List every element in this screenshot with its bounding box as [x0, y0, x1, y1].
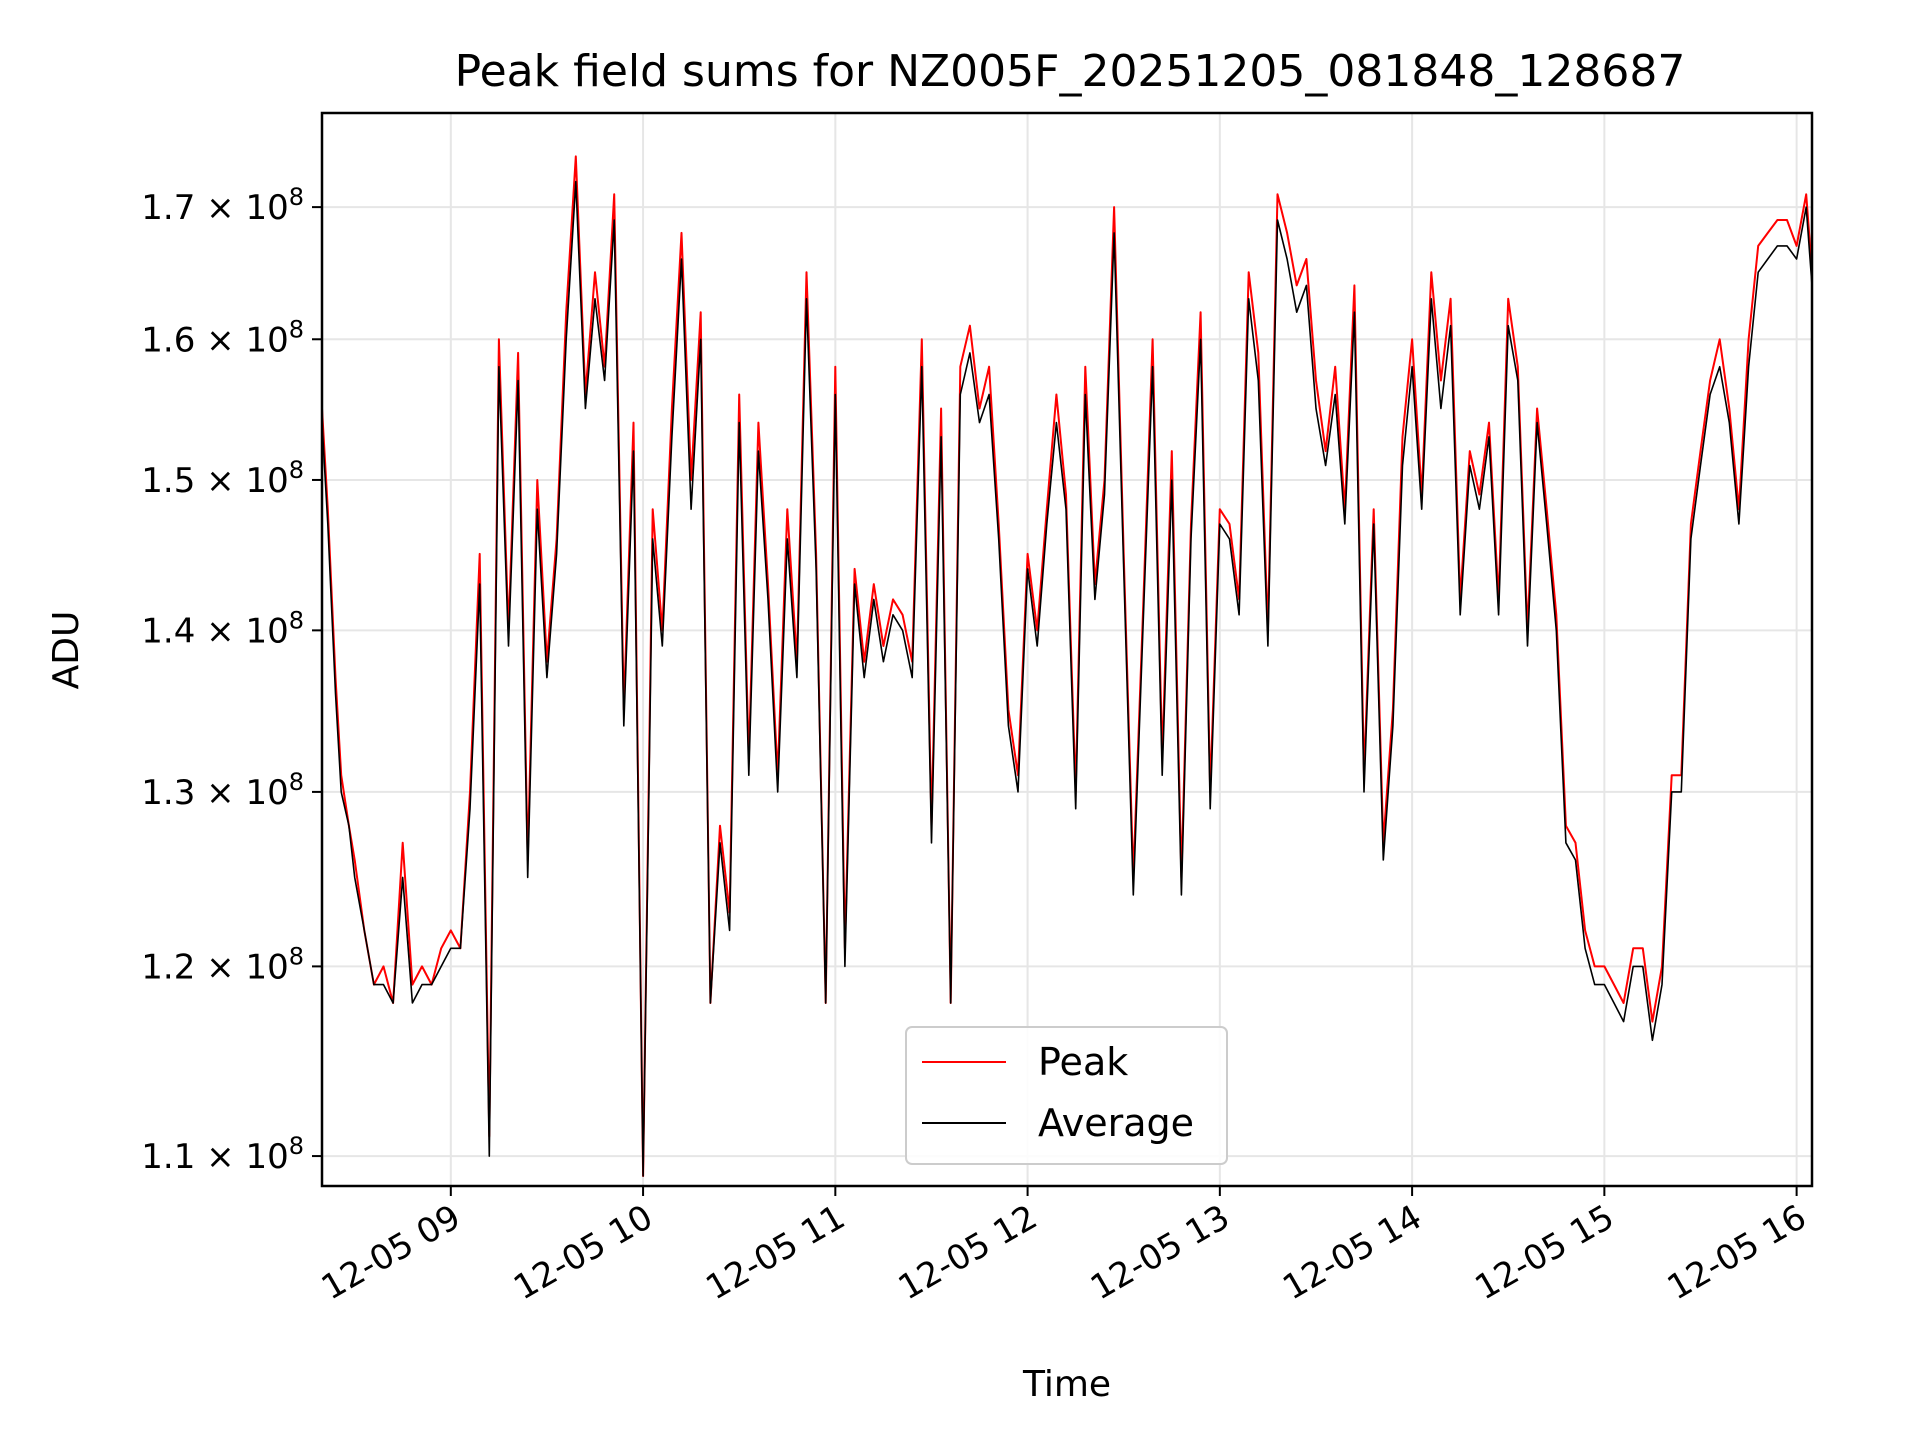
series-layer [321, 155, 1813, 1177]
x-tick-label: 12-05 15 [1468, 1197, 1620, 1308]
series-line-average [321, 180, 1813, 1177]
chart-title: Peak field sums for NZ005F_20251205_0818… [455, 46, 1686, 97]
x-axis-label: Time [1022, 1364, 1111, 1405]
y-gridlines [322, 206, 1812, 1158]
x-tick-label: 12-05 14 [1276, 1197, 1428, 1308]
x-tick-label: 12-05 09 [315, 1197, 467, 1308]
x-gridlines [449, 113, 1798, 1186]
x-tick-label: 12-05 10 [507, 1197, 659, 1308]
y-tick-label: 1.1 × 108 [141, 1132, 304, 1177]
x-tick-label: 12-05 16 [1661, 1197, 1813, 1308]
x-tick-label: 12-05 12 [892, 1197, 1044, 1308]
y-axis-label: ADU [46, 611, 87, 690]
y-axis-ticks: 1.1 × 108 1.2 × 108 1.3 × 108 1.4 × 108 1.5 … [141, 183, 322, 1177]
y-tick-label: 1.7 × 108 [141, 183, 304, 228]
y-tick-label: 1.3 × 108 [141, 768, 304, 813]
x-tick-label: 12-05 11 [699, 1197, 851, 1308]
y-tick-label: 1.5 × 108 [141, 456, 304, 501]
legend: Peak Average [905, 1026, 1228, 1165]
y-tick-label: 1.4 × 108 [141, 606, 304, 651]
y-tick-label: 1.2 × 108 [141, 942, 304, 987]
y-tick-label: 1.6 × 108 [141, 315, 304, 360]
x-axis-ticks: 12-05 09 12-05 10 12-05 11 12-05 12 12-05 13… [315, 1186, 1813, 1308]
x-tick-label: 12-05 13 [1084, 1197, 1236, 1308]
legend-label-average: Average [1038, 1101, 1194, 1145]
plot-frame [320, 111, 1814, 1188]
legend-label-peak: Peak [1038, 1040, 1128, 1084]
